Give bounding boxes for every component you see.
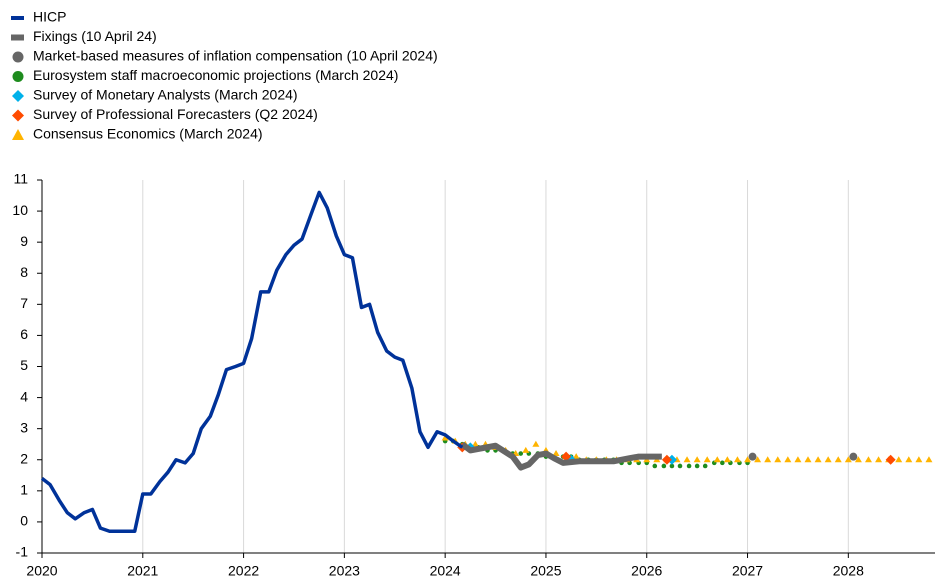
point: [733, 456, 741, 463]
point: [703, 456, 711, 463]
legend-swatch: [12, 90, 24, 102]
point: [683, 456, 691, 463]
y-tick-label: 11: [13, 171, 28, 187]
legend-swatch: [12, 109, 24, 122]
point: [925, 456, 933, 463]
y-tick-label: 0: [20, 513, 28, 529]
point: [854, 456, 862, 463]
line: [40, 190, 464, 533]
x-tick-label: 2027: [732, 563, 763, 579]
x-tick-label: 2026: [631, 563, 662, 579]
line: [460, 441, 662, 471]
point: [905, 456, 913, 463]
point: [666, 454, 677, 465]
y-tick-label: 10: [12, 202, 28, 218]
point: [661, 454, 672, 465]
point: [784, 456, 792, 463]
x-tick-label: 2023: [329, 563, 360, 579]
point: [686, 463, 692, 469]
point: [652, 463, 658, 469]
point: [694, 463, 700, 469]
point: [713, 456, 721, 463]
point: [834, 456, 842, 463]
x-tick-label: 2025: [530, 563, 561, 579]
legend-label: HICP: [33, 9, 66, 25]
y-tick-label: 2: [20, 450, 28, 466]
point: [693, 456, 701, 463]
point: [895, 456, 903, 463]
point: [864, 456, 872, 463]
legend-swatch: [12, 51, 24, 63]
y-tick-label: 3: [20, 419, 28, 435]
point: [774, 456, 782, 463]
point: [875, 456, 883, 463]
y-tick-label: 4: [20, 388, 28, 404]
x-tick-label: 2021: [127, 563, 158, 579]
y-tick-label: 9: [20, 233, 28, 249]
legend-swatch: [11, 34, 24, 41]
x-tick-label: 2028: [833, 563, 864, 579]
point: [702, 463, 708, 469]
y-tick-label: 1: [20, 482, 28, 498]
y-tick-label: 6: [20, 326, 28, 342]
y-tick-label: 8: [20, 264, 28, 280]
point: [720, 460, 725, 466]
x-tick-label: 2024: [430, 563, 461, 579]
point: [561, 451, 572, 462]
point: [748, 452, 757, 461]
x-tick-label: 2020: [26, 563, 57, 579]
point: [669, 463, 675, 469]
point: [754, 456, 762, 463]
legend-label: Survey of Monetary Analysts (March 2024): [33, 87, 298, 103]
point: [794, 456, 802, 463]
x-tick-label: 2022: [228, 563, 259, 579]
legend-swatch: [12, 71, 24, 82]
point: [824, 456, 832, 463]
point: [677, 463, 683, 469]
point: [532, 440, 540, 447]
point: [441, 434, 449, 441]
point: [518, 451, 524, 456]
legend-swatch: [11, 16, 24, 20]
y-tick-label: -1: [16, 544, 29, 560]
point: [885, 454, 896, 465]
point: [844, 456, 852, 463]
legend-label: Survey of Professional Forecasters (Q2 2…: [33, 106, 318, 122]
legend-label: Market-based measures of inflation compe…: [33, 48, 438, 64]
legend-swatch: [12, 129, 24, 140]
point: [723, 456, 731, 463]
y-tick-label: 7: [20, 295, 28, 311]
point: [814, 456, 822, 463]
point: [804, 456, 812, 463]
legend-label: Consensus Economics (March 2024): [33, 126, 263, 142]
point: [764, 456, 772, 463]
point: [849, 452, 858, 461]
point: [661, 463, 667, 469]
point: [552, 450, 560, 457]
point: [744, 456, 752, 463]
y-tick-label: 5: [20, 357, 28, 373]
point: [915, 456, 923, 463]
point: [471, 440, 479, 447]
legend-label: Fixings (10 April 24): [33, 28, 157, 44]
point: [572, 453, 580, 460]
point: [522, 446, 530, 453]
legend-label: Eurosystem staff macroeconomic projectio…: [33, 67, 398, 83]
